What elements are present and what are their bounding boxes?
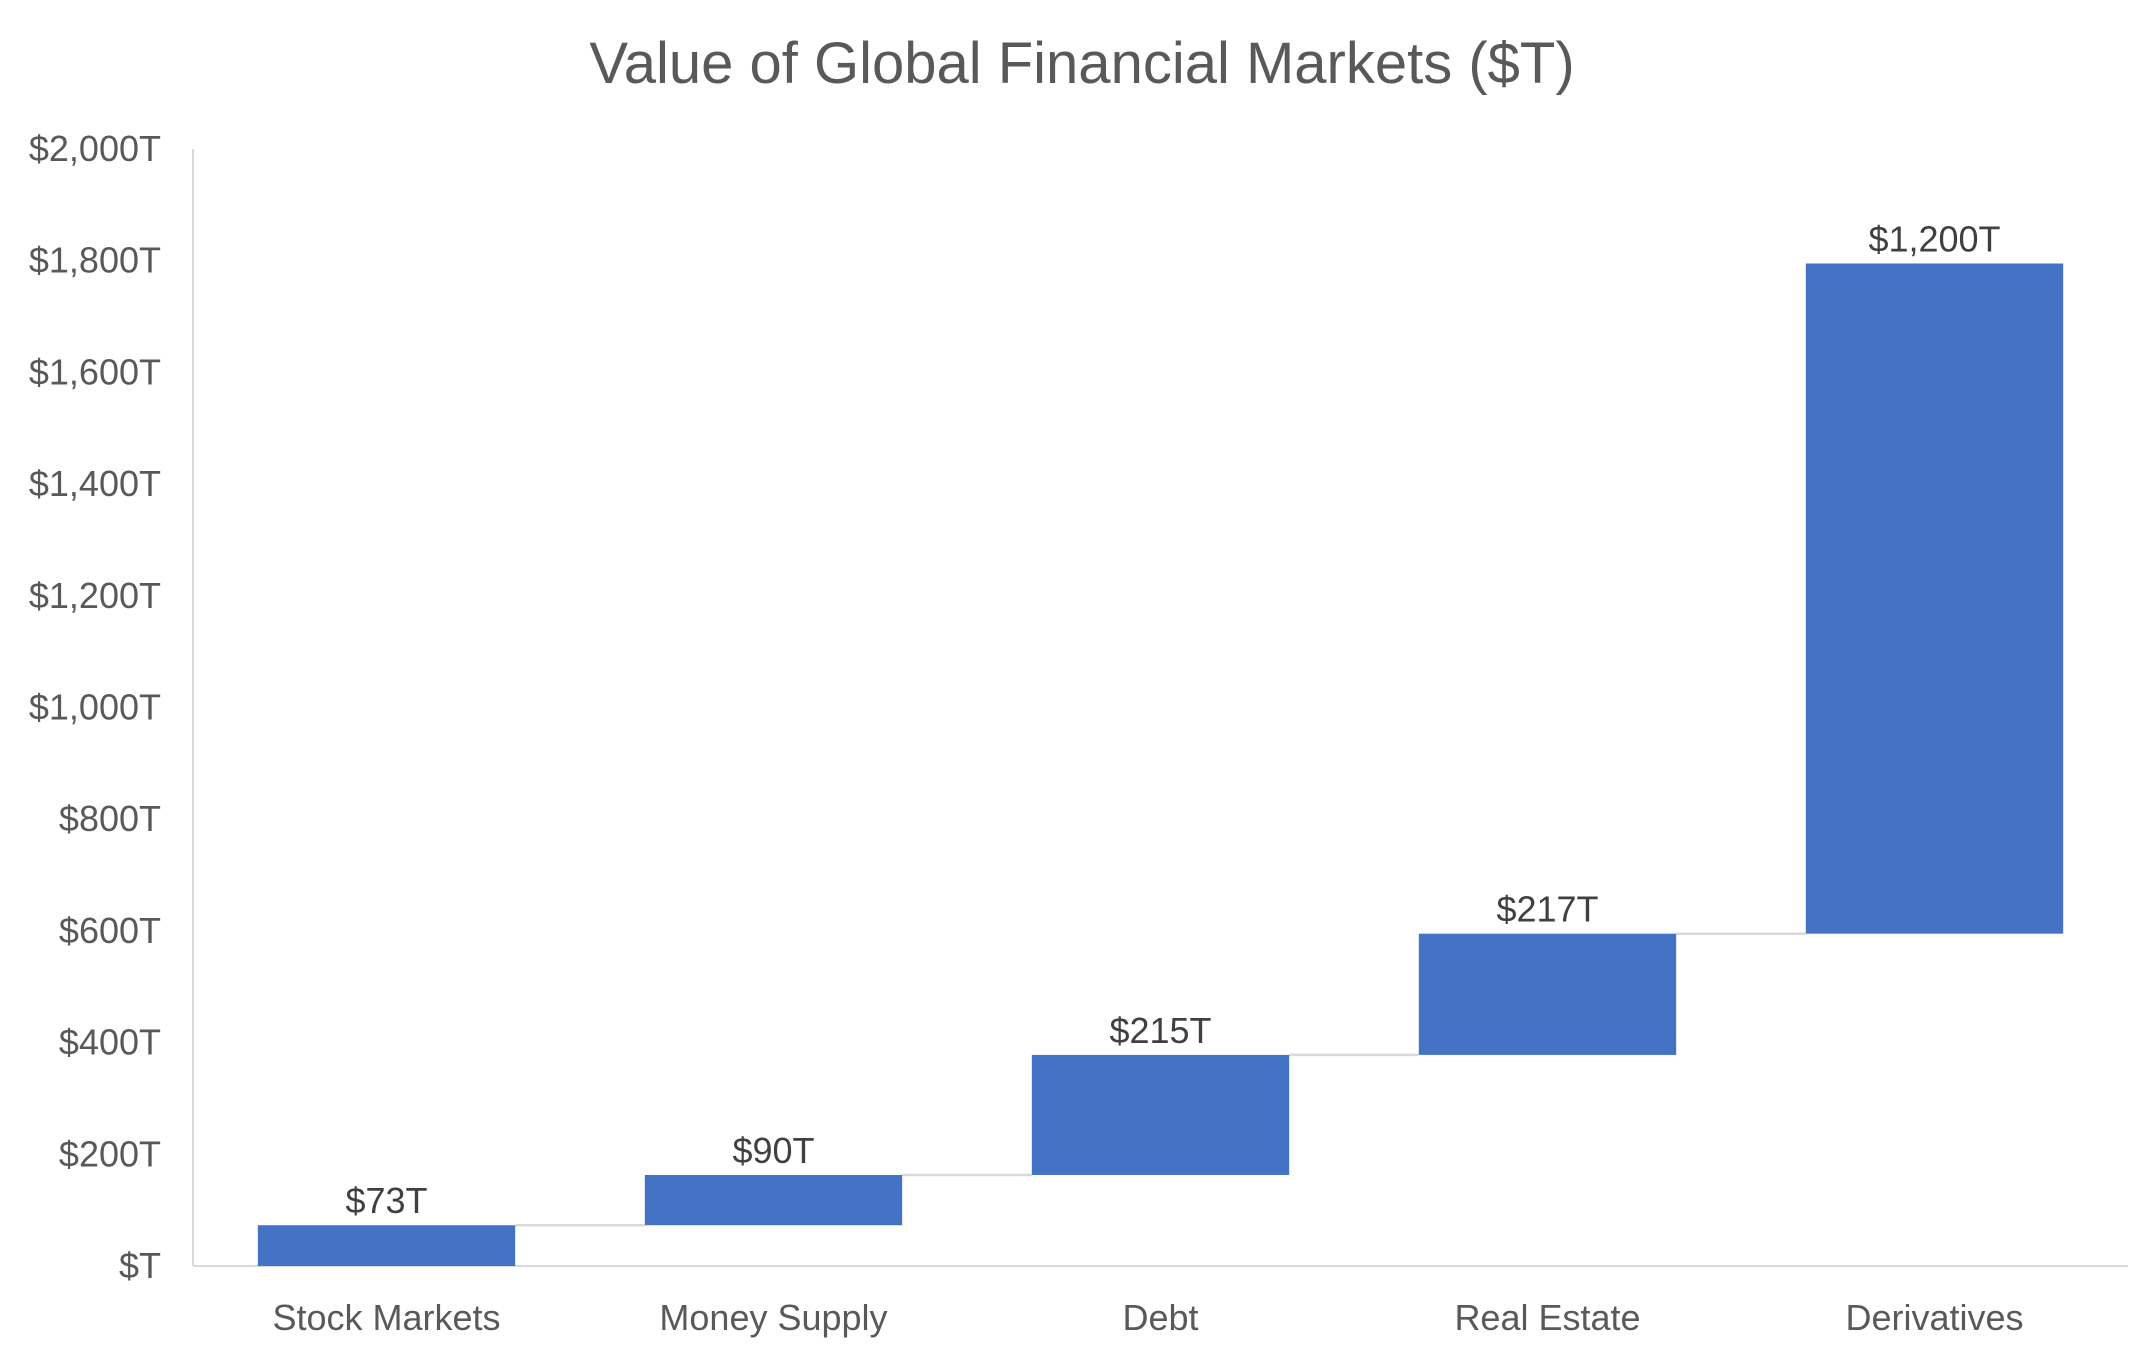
chart-title: Value of Global Financial Markets ($T) (589, 31, 1574, 96)
x-axis-category-labels: Stock Markets Money Supply Debt Real Estate… (272, 1297, 2023, 1338)
y-tick-label: $600T (59, 910, 161, 951)
data-label: $1,200T (1868, 218, 2000, 259)
y-tick-label: $1,200T (29, 575, 161, 616)
x-category-label: Debt (1122, 1297, 1198, 1338)
bar (257, 1225, 516, 1266)
y-tick-label: $1,600T (29, 351, 161, 392)
data-labels: $73T $90T $215T $217T $1,200T (345, 218, 2000, 1221)
y-tick-label: $T (119, 1245, 161, 1286)
connector-lines (515, 932, 1806, 1227)
y-tick-label: $200T (59, 1133, 161, 1174)
data-label: $215T (1109, 1010, 1211, 1051)
data-label: $73T (345, 1180, 427, 1221)
y-tick-label: $800T (59, 798, 161, 839)
x-category-label: Stock Markets (272, 1297, 500, 1338)
y-tick-label: $400T (59, 1022, 161, 1063)
bar (644, 1174, 903, 1226)
x-category-label: Money Supply (659, 1297, 887, 1338)
bar (1418, 933, 1677, 1055)
y-axis-tick-labels: $T $200T $400T $600T $800T $1,000T $1,200T $1,4… (29, 128, 161, 1286)
y-tick-label: $1,800T (29, 240, 161, 281)
data-label: $90T (732, 1130, 814, 1171)
axes (192, 149, 2128, 1267)
data-label: $217T (1496, 889, 1598, 930)
x-category-label: Real Estate (1454, 1297, 1640, 1338)
y-tick-label: $2,000T (29, 128, 161, 169)
x-category-label: Derivatives (1845, 1297, 2023, 1338)
bar (1805, 263, 2064, 934)
y-tick-label: $1,400T (29, 463, 161, 504)
bars (257, 263, 2064, 1266)
bar (1031, 1054, 1290, 1175)
y-tick-label: $1,000T (29, 687, 161, 728)
